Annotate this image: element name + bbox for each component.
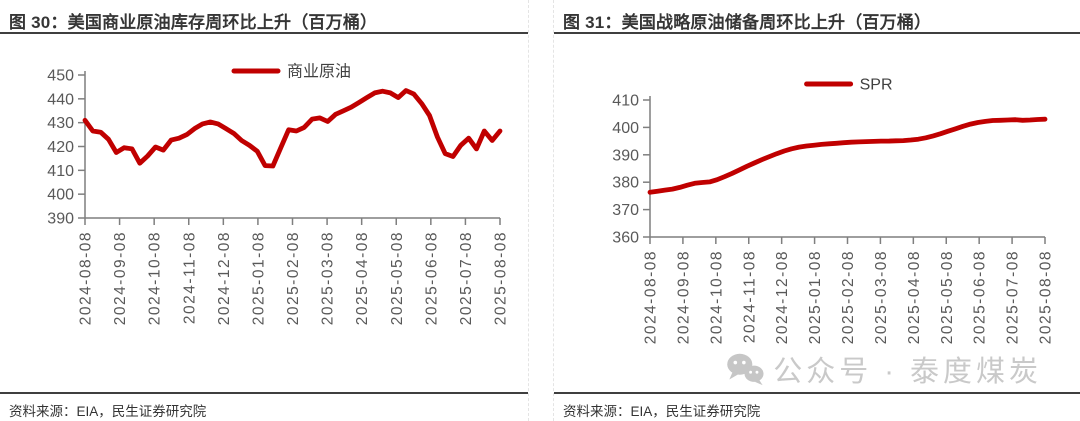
x-tick-label: 2025-01-08 [807,250,824,344]
panel-divider [528,0,554,421]
x-tick-label: 2025-02-08 [840,250,857,344]
x-tick-label: 2025-03-08 [320,231,337,325]
x-tick-label: 2025-08-08 [1038,250,1055,344]
x-axis: 2024-08-08 2024-09-08 2024-10-08 2024-11-08… [78,217,510,325]
y-axis: 360 370 380 390 400 410 [612,93,651,247]
y-tick-label: 450 [47,68,74,85]
figure-30-chart-area: 390 400 410 420 430 440 450 2024-08-08 2024-09-0… [0,34,528,392]
series-line-spr [647,116,1048,195]
y-tick-label: 440 [47,91,74,108]
x-tick-label: 2024-09-08 [675,250,692,344]
legend: SPR [804,77,893,94]
x-tick-label: 2024-10-08 [708,250,725,344]
figure-30-panel: 图 30：美国商业原油库存周环比上升（百万桶） 390 400 410 420 430 4… [0,0,528,421]
y-tick-label: 360 [612,230,639,247]
x-tick-label: 2024-08-08 [78,231,95,325]
y-tick-label: 390 [47,211,74,228]
x-tick-label: 2024-11-08 [741,250,758,343]
figure-30-title: 图 30：美国商业原油库存周环比上升（百万桶） [0,0,528,34]
figure-31-source: 资料来源：EIA，民生证券研究院 [554,392,1080,421]
x-tick-label: 2025-08-08 [493,231,510,325]
x-tick-label: 2025-06-08 [423,231,440,325]
figure-31-panel: 图 31：美国战略原油储备周环比上升（百万桶） 360 370 380 390 400 4… [554,0,1080,421]
x-tick-label: 2025-05-08 [389,231,406,325]
x-tick-label: 2025-06-08 [972,250,989,344]
x-axis: 2024-08-08 2024-09-08 2024-10-08 2024-11-08… [643,236,1055,344]
y-tick-label: 390 [612,147,639,164]
y-tick-label: 380 [612,175,639,192]
legend-label: 商业原油 [287,63,351,81]
x-tick-label: 2025-07-08 [1005,250,1022,344]
y-axis: 390 400 410 420 430 440 450 [47,68,86,228]
x-tick-label: 2025-02-08 [285,231,302,325]
series-line-commercial-crude [82,88,503,169]
y-tick-label: 410 [47,163,74,180]
figure-31-chart-area: 360 370 380 390 400 410 2024-08-08 2024-09-08 20… [554,34,1080,392]
y-tick-label: 370 [612,202,639,219]
y-tick-label: 430 [47,115,74,132]
x-tick-label: 2024-12-08 [216,231,233,325]
x-tick-label: 2025-03-08 [873,250,890,344]
legend-label: SPR [860,77,893,94]
y-tick-label: 400 [47,187,74,204]
x-tick-label: 2025-01-08 [250,231,267,325]
x-tick-label: 2024-12-08 [774,250,791,344]
legend: 商业原油 [231,63,351,81]
x-tick-label: 2024-11-08 [181,231,198,324]
y-tick-label: 410 [612,93,639,110]
x-tick-label: 2025-05-08 [939,250,956,344]
x-tick-label: 2024-09-08 [112,231,129,325]
figure-31-title: 图 31：美国战略原油储备周环比上升（百万桶） [554,0,1080,34]
x-tick-label: 2024-08-08 [643,250,660,344]
commercial-crude-line-chart: 390 400 410 420 430 440 450 2024-08-08 2024-09-0… [47,63,510,326]
x-tick-label: 2025-07-08 [458,231,475,325]
y-tick-label: 400 [612,120,639,137]
x-tick-label: 2025-04-08 [906,250,923,344]
y-tick-label: 420 [47,139,74,156]
figure-30-source: 资料来源：EIA，民生证券研究院 [0,392,528,421]
x-tick-label: 2024-10-08 [147,231,164,325]
x-tick-label: 2025-04-08 [354,231,371,325]
